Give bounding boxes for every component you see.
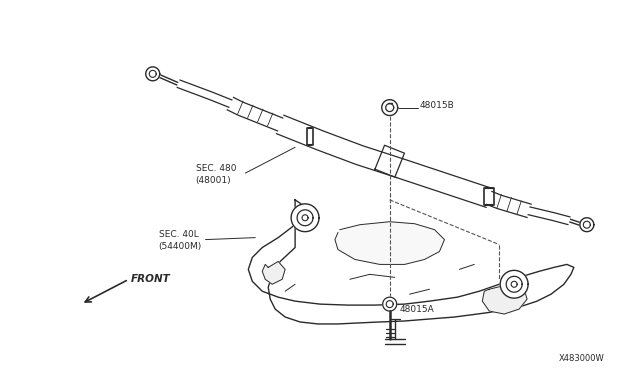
Polygon shape [511, 281, 517, 287]
Polygon shape [381, 100, 397, 116]
Polygon shape [583, 221, 590, 228]
Polygon shape [291, 204, 319, 232]
Polygon shape [248, 200, 574, 324]
Polygon shape [386, 104, 394, 112]
Polygon shape [262, 262, 285, 284]
Text: (54400M): (54400M) [159, 242, 202, 251]
Polygon shape [486, 192, 531, 218]
Polygon shape [227, 97, 283, 131]
Polygon shape [276, 115, 403, 177]
Text: SEC. 480: SEC. 480 [196, 164, 236, 173]
Polygon shape [177, 80, 232, 107]
Polygon shape [383, 297, 397, 311]
Text: X483000W: X483000W [559, 354, 605, 363]
Polygon shape [297, 210, 313, 226]
Polygon shape [302, 215, 308, 221]
Text: SEC. 40L: SEC. 40L [159, 230, 198, 239]
Polygon shape [580, 218, 594, 232]
Text: 48015A: 48015A [399, 305, 435, 314]
Polygon shape [483, 284, 527, 314]
Polygon shape [335, 222, 444, 264]
Polygon shape [146, 67, 160, 81]
Text: FRONT: FRONT [131, 274, 171, 284]
Polygon shape [397, 159, 492, 207]
Polygon shape [506, 276, 522, 292]
Polygon shape [149, 70, 156, 77]
Polygon shape [500, 270, 528, 298]
Text: (48001): (48001) [196, 176, 231, 185]
Polygon shape [375, 145, 404, 177]
Polygon shape [528, 207, 570, 225]
Text: 48015B: 48015B [420, 101, 454, 110]
Polygon shape [386, 301, 393, 308]
